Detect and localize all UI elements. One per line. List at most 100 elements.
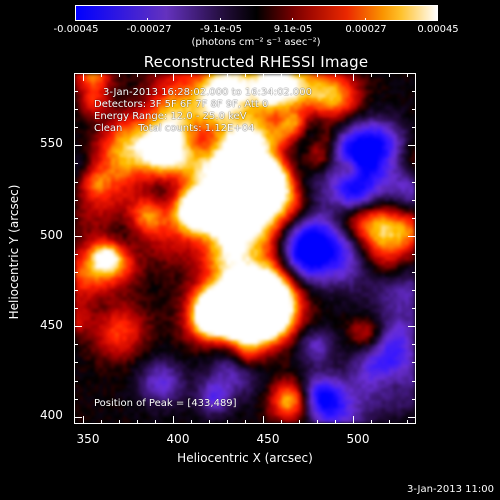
colorbar-tick [364,18,366,21]
plot-timestamp: 3-Jan-2013 11:00 [407,484,494,495]
axis-tick-mark [281,420,282,424]
axis-tick-mark [412,290,416,292]
axis-tick-mark [74,253,78,255]
colorbar-tick [292,18,294,21]
axis-tick-mark [412,398,416,400]
axis-tick-mark [412,253,416,255]
axis-tick-mark [83,416,84,424]
axis-tick-mark [412,272,416,274]
axis-tick-mark [119,73,120,77]
axis-tick-mark [137,420,138,424]
heatmap-image [75,74,415,423]
colorbar-tick-label: 0.00027 [345,24,387,35]
axis-tick-mark [137,73,138,77]
axis-tick-mark [74,181,78,183]
axis-tick-mark [299,420,300,424]
axis-tick-mark [155,420,156,424]
axis-tick-mark [74,272,78,274]
axis-tick-mark [335,420,336,424]
axis-tick-mark [412,91,416,93]
axis-tick-mark [74,91,78,93]
axis-tick-mark [74,217,78,219]
axis-tick-mark [263,416,264,424]
axis-tick-mark [191,73,192,77]
colorbar-tick [437,18,438,21]
x-tick-label: 350 [76,432,100,446]
axis-tick-mark [389,73,390,77]
axis-tick-mark [412,127,416,129]
colorbar-tick-label: -0.00045 [53,24,99,35]
axis-tick-mark [74,163,78,165]
axis-tick-mark [412,109,416,111]
x-tick-label: 500 [346,432,370,446]
axis-tick-mark [412,344,416,346]
y-tick-label: 450 [40,318,63,332]
axis-tick-mark [412,362,416,364]
axis-tick-mark [389,420,390,424]
axis-tick-mark [412,308,416,310]
axis-tick-mark [74,398,78,400]
colorbar-tick-label: -0.00027 [126,24,172,35]
axis-tick-mark [408,416,416,418]
axis-tick-mark [335,73,336,77]
y-tick-label: 400 [40,408,63,422]
axis-tick-mark [74,127,78,129]
axis-tick-mark [371,73,372,77]
axis-tick-mark [173,416,174,424]
x-tick-label: 400 [166,432,190,446]
axis-tick-mark [191,420,192,424]
axis-tick-mark [299,73,300,77]
axis-tick-mark [74,380,78,382]
colorbar-tick-label: -9.1e-05 [200,24,242,35]
x-axis-label: Heliocentric X (arcsec) [177,451,313,465]
peak-position-label: Position of Peak = [433,489] [94,398,237,409]
axis-tick-mark [263,73,264,81]
y-axis-label: Heliocentric Y (arcsec) [7,184,21,320]
axis-tick-mark [353,416,354,424]
colorbar [75,5,438,21]
axis-tick-mark [74,199,78,201]
axis-tick-mark [74,344,78,346]
axis-tick-mark [74,290,78,292]
axis-tick-mark [83,73,84,81]
axis-tick-mark [209,73,210,77]
axis-tick-mark [412,217,416,219]
axis-tick-mark [119,420,120,424]
axis-tick-mark [408,145,416,147]
axis-tick-mark [101,73,102,77]
colorbar-unit-label: (photons cm⁻² s⁻¹ asec⁻²) [191,37,321,48]
axis-tick-mark [74,109,78,111]
colorbar-tick-label: 0.00045 [417,24,459,35]
colorbar-tick [219,18,221,21]
axis-tick-mark [74,145,82,147]
axis-tick-mark [101,420,102,424]
axis-tick-mark [412,380,416,382]
time-range-label: 3-Jan-2013 16:28:02.000 to 16:34:02.000 [103,87,312,98]
axis-tick-mark [227,73,228,77]
x-tick-label: 450 [256,432,280,446]
axis-tick-mark [408,326,416,328]
axis-tick-mark [209,420,210,424]
colorbar-tick [147,18,149,21]
axis-tick-mark [74,416,82,418]
axis-tick-mark [74,326,82,328]
axis-tick-mark [74,73,78,74]
image-title: Reconstructed RHESSI Image [143,53,369,71]
axis-tick-mark [407,420,408,424]
axis-tick-mark [407,73,408,77]
axis-tick-mark [412,163,416,165]
axis-tick-mark [408,235,416,237]
axis-tick-mark [353,73,354,81]
axis-tick-mark [155,73,156,77]
axis-tick-mark [74,235,82,237]
axis-tick-mark [412,73,416,74]
axis-tick-mark [74,308,78,310]
axis-tick-mark [227,420,228,424]
axis-tick-mark [317,73,318,77]
axis-tick-mark [173,73,174,81]
y-tick-label: 500 [40,228,63,242]
clean-counts-label: Clean Total counts: 1.12E+04 [94,123,255,134]
axis-tick-mark [281,73,282,77]
energy-range-label: Energy Range: 12.0 - 25.0 keV [94,111,247,122]
detectors-label: Detectors: 3F 5F 6F 7F 8F 9F, Att 0 [94,99,269,110]
